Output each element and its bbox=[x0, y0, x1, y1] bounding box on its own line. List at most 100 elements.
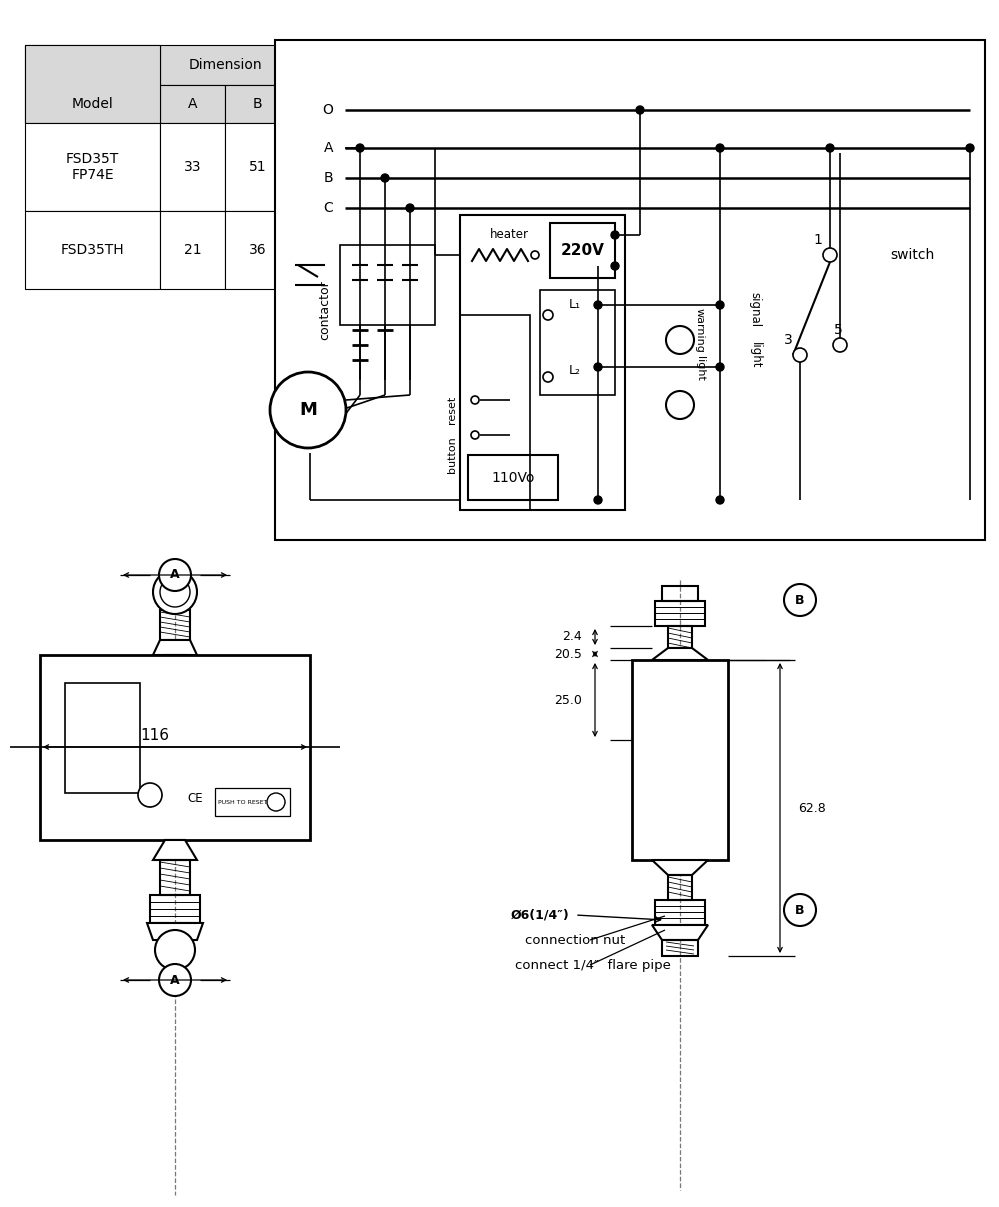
Circle shape bbox=[716, 301, 724, 309]
Text: contactor: contactor bbox=[319, 280, 332, 340]
Bar bbox=[550, 223, 615, 278]
Bar bbox=[165, 840, 185, 852]
Text: 110Vo: 110Vo bbox=[492, 471, 534, 484]
Text: 2.4: 2.4 bbox=[562, 630, 582, 643]
Bar bbox=[668, 626, 692, 648]
Circle shape bbox=[531, 251, 539, 260]
Text: A: A bbox=[170, 974, 180, 986]
Circle shape bbox=[793, 348, 807, 362]
Text: A: A bbox=[324, 141, 333, 154]
Circle shape bbox=[155, 931, 195, 970]
Circle shape bbox=[267, 793, 285, 811]
Bar bbox=[25, 45, 160, 123]
Circle shape bbox=[823, 247, 837, 262]
Polygon shape bbox=[652, 861, 708, 875]
Circle shape bbox=[471, 431, 479, 439]
Text: signal: signal bbox=[748, 292, 761, 327]
Text: 20.5: 20.5 bbox=[554, 647, 582, 660]
Bar bbox=[468, 455, 558, 500]
Text: warning: warning bbox=[695, 308, 705, 352]
Polygon shape bbox=[652, 648, 708, 660]
Circle shape bbox=[716, 363, 724, 371]
Circle shape bbox=[594, 301, 602, 309]
Bar bbox=[460, 315, 530, 511]
Circle shape bbox=[159, 559, 191, 591]
Bar bbox=[160, 211, 225, 288]
Bar bbox=[160, 861, 190, 896]
Circle shape bbox=[716, 496, 724, 505]
Text: 220V: 220V bbox=[560, 243, 604, 258]
Text: Model: Model bbox=[72, 97, 113, 111]
Text: 116: 116 bbox=[141, 728, 170, 742]
Circle shape bbox=[594, 496, 602, 505]
Circle shape bbox=[594, 363, 602, 371]
Text: CE: CE bbox=[187, 792, 203, 805]
Text: O: O bbox=[322, 103, 333, 117]
Polygon shape bbox=[652, 925, 708, 940]
Circle shape bbox=[716, 144, 724, 152]
Text: Ø6(1/4″): Ø6(1/4″) bbox=[510, 909, 569, 921]
Bar bbox=[668, 875, 692, 900]
Circle shape bbox=[611, 262, 619, 270]
Text: switch: switch bbox=[890, 247, 934, 262]
Circle shape bbox=[784, 584, 816, 616]
Text: 51: 51 bbox=[249, 161, 267, 174]
Bar bbox=[632, 660, 728, 861]
Text: heater: heater bbox=[490, 228, 529, 241]
Text: 62.8: 62.8 bbox=[798, 801, 826, 815]
Bar bbox=[160, 45, 290, 84]
Circle shape bbox=[611, 231, 619, 239]
Text: connection nut: connection nut bbox=[525, 933, 625, 946]
Circle shape bbox=[138, 783, 162, 807]
Text: button: button bbox=[447, 437, 457, 473]
Text: light: light bbox=[748, 342, 761, 368]
Circle shape bbox=[833, 338, 847, 352]
Bar bbox=[160, 610, 190, 640]
Bar bbox=[215, 788, 290, 816]
Bar bbox=[160, 123, 225, 211]
Bar bbox=[225, 211, 290, 288]
Bar bbox=[40, 655, 310, 840]
Bar bbox=[662, 587, 698, 601]
Text: PUSH TO RESET: PUSH TO RESET bbox=[219, 799, 268, 805]
Text: 1: 1 bbox=[813, 233, 822, 247]
Text: 5: 5 bbox=[833, 323, 842, 337]
Circle shape bbox=[159, 964, 191, 996]
Bar bbox=[25, 211, 160, 288]
Bar bbox=[160, 84, 225, 123]
Bar bbox=[662, 940, 698, 956]
Bar bbox=[225, 123, 290, 211]
Circle shape bbox=[636, 106, 644, 113]
Circle shape bbox=[666, 391, 694, 419]
Text: 21: 21 bbox=[184, 243, 202, 257]
Text: FSD35T
FP74E: FSD35T FP74E bbox=[66, 152, 119, 182]
Circle shape bbox=[406, 204, 414, 212]
Bar bbox=[165, 655, 185, 665]
Bar bbox=[655, 900, 705, 925]
Circle shape bbox=[356, 144, 364, 152]
Circle shape bbox=[471, 396, 479, 404]
Bar bbox=[65, 683, 140, 793]
Text: 36: 36 bbox=[249, 243, 267, 257]
Text: A: A bbox=[188, 97, 197, 111]
Text: Dimension: Dimension bbox=[188, 58, 262, 72]
Circle shape bbox=[543, 372, 553, 381]
Text: B: B bbox=[253, 97, 263, 111]
Bar bbox=[25, 123, 160, 211]
Bar bbox=[275, 40, 985, 540]
Bar bbox=[460, 215, 625, 511]
Circle shape bbox=[153, 570, 197, 614]
Text: connect 1/4″  flare pipe: connect 1/4″ flare pipe bbox=[515, 958, 671, 972]
Polygon shape bbox=[153, 640, 197, 655]
Bar bbox=[540, 290, 615, 395]
Text: light: light bbox=[695, 356, 705, 380]
Text: M: M bbox=[299, 401, 317, 419]
Text: C: C bbox=[324, 202, 333, 215]
Text: FSD35TH: FSD35TH bbox=[61, 243, 124, 257]
Circle shape bbox=[784, 894, 816, 926]
Text: L₁: L₁ bbox=[569, 298, 581, 311]
Bar bbox=[340, 245, 435, 325]
Text: L₂: L₂ bbox=[569, 363, 581, 377]
Circle shape bbox=[270, 372, 346, 448]
Bar bbox=[225, 84, 290, 123]
